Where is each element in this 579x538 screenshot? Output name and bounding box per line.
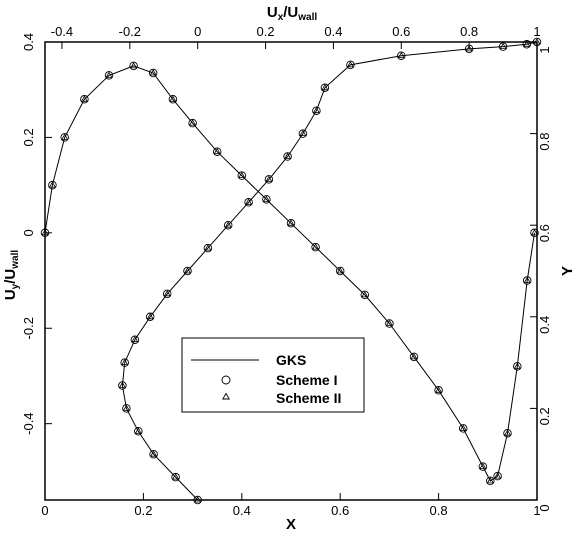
marker-scheme-ii [118,381,126,388]
marker-scheme-ii [499,42,507,49]
tick-label-top: 0.6 [392,24,410,39]
tick-label-top: 0.8 [460,24,478,39]
right-axis-title: Y [559,266,576,276]
top-axis-title: Ux/Uwall [267,4,318,23]
tick-label-top: -0.4 [51,24,73,39]
marker-scheme-ii [435,386,443,393]
marker-scheme-ii [513,362,521,369]
legend-label-gks: GKS [276,352,306,368]
marker-scheme-ii [459,424,467,431]
tick-label-left: 0 [21,229,36,236]
marker-scheme-ii [410,353,418,360]
data-curves [44,41,538,501]
marker-scheme-ii [131,335,139,343]
series-line-gks [121,41,538,501]
marker-scheme-ii [346,61,354,68]
marker-scheme-ii [184,267,191,274]
plot-frame [44,41,538,501]
tick-label-top: 1 [533,24,540,39]
marker-scheme-ii [336,267,344,274]
marker-scheme-ii [299,129,307,137]
tick-label-right: 0.8 [537,133,552,151]
tick-label-bottom: 0.2 [134,503,152,518]
tick-label-bottom: 0.4 [233,503,251,518]
marker-scheme-ii [494,472,502,479]
marker-scheme-ii [41,228,49,236]
marker-scheme-ii [189,119,197,126]
tick-label-bottom: 0 [41,503,48,518]
marker-scheme-ii [465,45,473,52]
tick-label-left: 0.2 [21,128,36,146]
marker-scheme-ii [287,219,295,226]
legend-label-scheme-ii: Scheme II [276,390,341,406]
marker-scheme-ii [361,291,369,298]
marker-scheme-ii [80,95,88,102]
marker-scheme-ii [238,171,246,179]
tick-label-left: -0.4 [21,412,36,434]
marker-scheme-ii [146,312,154,320]
left-axis-title: Uy/Uwall [2,250,21,301]
marker-scheme-ii [122,404,130,411]
marker-scheme-ii [149,69,157,76]
tick-label-top: 0.2 [257,24,275,39]
marker-scheme-ii [486,477,494,484]
tick-label-top: 0.4 [324,24,342,39]
marker-scheme-ii [224,221,232,228]
legend-label-scheme-i: Scheme I [276,372,337,388]
marker-scheme-ii [61,133,69,140]
marker-scheme-ii [262,195,270,202]
tick-label-bottom: 0.6 [331,503,349,518]
marker-scheme-ii [194,496,202,503]
legend: GKS Scheme I Scheme II [181,337,365,413]
x-axis-title: X [286,516,296,533]
marker-scheme-ii [134,427,142,434]
marker-scheme-ii [169,95,177,102]
tick-label-top: -0.2 [119,24,141,39]
marker-scheme-ii [531,228,538,236]
tick-label-bottom: 1 [533,503,540,518]
tick-label-bottom: 0.8 [430,503,448,518]
tick-labels: 0 0.2 0.4 0.6 0.8 1 -0.4 -0.2 0 0.2 0.4 0.6 0.8 1 -0.4… [21,24,552,518]
marker-scheme-ii [121,358,129,366]
marker-scheme-ii [312,243,320,250]
data-markers [40,37,542,505]
tick-label-right: 1 [537,46,552,53]
legend-marker-scheme-ii [222,392,230,400]
tick-label-right: 0.4 [537,316,552,334]
marker-scheme-ii [213,147,221,155]
marker-scheme-ii [48,181,56,188]
legend-marker-scheme-i [221,375,231,385]
marker-scheme-ii [150,450,158,457]
marker-scheme-ii [312,106,320,114]
marker-scheme-ii [504,429,511,436]
marker-scheme-ii [105,71,113,78]
tick-label-right: 0 [537,504,552,511]
series-line-gks [44,65,535,482]
tick-marks [44,41,538,501]
marker-scheme-ii [321,83,329,91]
marker-scheme-ii [265,175,273,182]
marker-scheme-ii [385,319,393,326]
tick-label-left: -0.2 [21,317,36,339]
marker-scheme-ii [245,198,253,205]
marker-scheme-ii [284,152,292,159]
marker-scheme-ii [163,290,171,297]
marker-scheme-ii [523,40,531,47]
marker-scheme-ii [130,62,138,69]
legend-box [181,337,365,413]
tick-label-top: 0 [194,24,201,39]
tick-label-right: 0.2 [537,407,552,425]
marker-scheme-ii [523,276,531,283]
marker-scheme-ii [172,473,180,480]
marker-scheme-ii [479,462,487,470]
marker-scheme-ii [397,51,405,59]
tick-label-right: 0.6 [537,224,552,242]
tick-label-left: 0.4 [21,33,36,51]
marker-scheme-ii [204,244,212,251]
marker-scheme-ii [533,38,541,45]
